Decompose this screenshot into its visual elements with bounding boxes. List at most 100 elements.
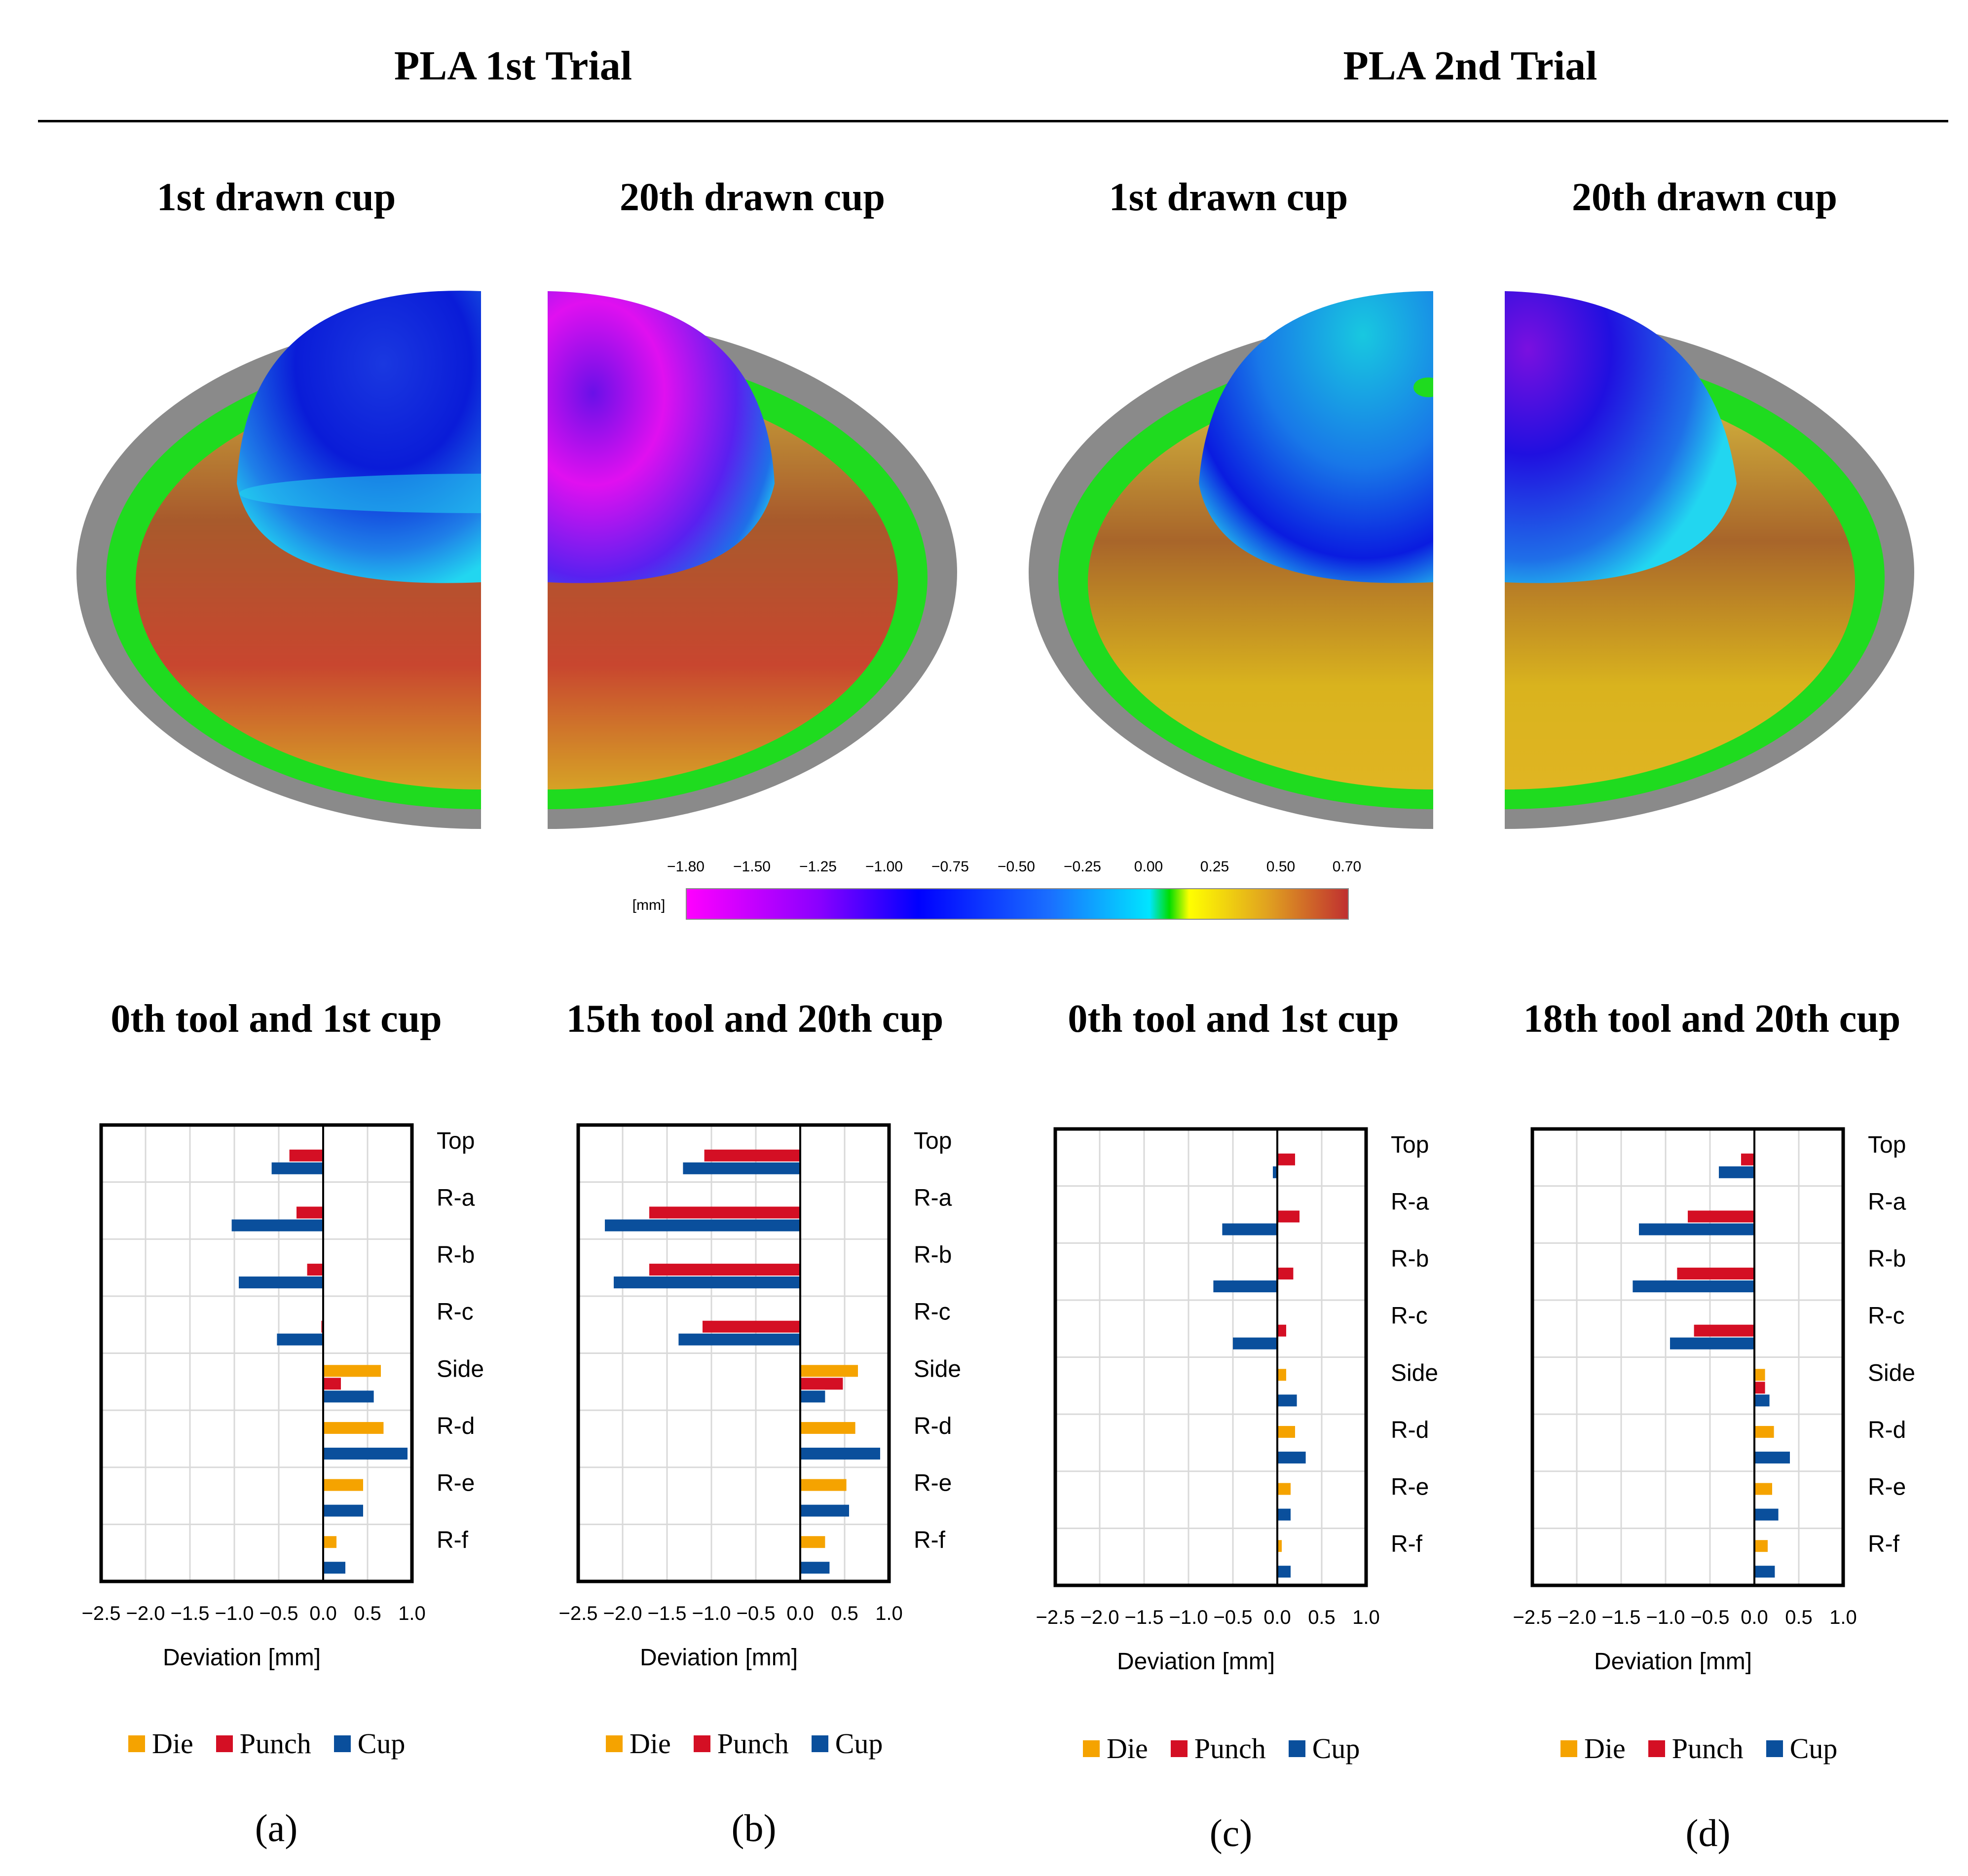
legend-punch-swatch xyxy=(216,1735,233,1752)
bar-punch-side xyxy=(1754,1382,1765,1394)
category-label: R-d xyxy=(1391,1417,1429,1443)
legend-die-label: Die xyxy=(630,1727,671,1760)
panel-label-d: (d) xyxy=(1685,1811,1731,1854)
header-divider xyxy=(38,120,1948,122)
category-label: Side xyxy=(437,1356,484,1382)
bar-cup-r-e xyxy=(323,1504,363,1517)
color-scale-tick-label: −1.00 xyxy=(865,859,903,875)
bar-cup-r-b xyxy=(239,1276,323,1289)
cup-scan-b xyxy=(548,291,957,829)
chart-c: Top R-a R-b R-c Side R-d R-e R-f −2.5 −2.0 −1.5 −1.… xyxy=(1036,1127,1438,1675)
bar-die-r-e xyxy=(800,1479,847,1491)
bar-punch-r-b xyxy=(307,1264,323,1276)
bar-cup-top xyxy=(1273,1166,1277,1178)
bar-punch-r-a xyxy=(1688,1210,1754,1223)
category-label: Side xyxy=(1868,1360,1915,1386)
cup-title-d: 20th drawn cup xyxy=(1572,176,1837,219)
x-tick-label: −0.5 xyxy=(737,1603,776,1624)
bar-cup-r-c xyxy=(277,1333,323,1346)
x-tick-label: −1.5 xyxy=(1602,1607,1641,1628)
bar-die-r-f xyxy=(1277,1540,1282,1552)
bar-cup-top xyxy=(683,1162,800,1174)
bar-punch-r-a xyxy=(297,1206,323,1219)
trial-title-1: PLA 1st Trial xyxy=(394,43,632,89)
x-tick-label: 0.0 xyxy=(309,1603,337,1624)
chart-title-a: 0th tool and 1st cup xyxy=(111,997,442,1041)
bar-cup-r-a xyxy=(605,1219,800,1232)
legend-cup-swatch xyxy=(334,1735,351,1752)
x-tick-label: −0.5 xyxy=(260,1603,298,1624)
bar-punch-r-b xyxy=(1277,1268,1294,1280)
legend-cup-swatch xyxy=(1288,1740,1305,1757)
category-label: R-d xyxy=(437,1413,475,1439)
x-tick-label: −0.5 xyxy=(1214,1607,1253,1628)
bar-punch-top xyxy=(1741,1153,1754,1165)
x-tick-label: −1.5 xyxy=(1125,1607,1164,1628)
plot-frame xyxy=(576,1123,891,1583)
bar-die-side xyxy=(1754,1369,1765,1381)
legend-a: Die Punch Cup xyxy=(128,1727,428,1760)
legend-die-label: Die xyxy=(152,1727,193,1760)
bar-die-side xyxy=(323,1365,381,1377)
plot-frame xyxy=(99,1123,414,1583)
category-label: R-c xyxy=(1391,1303,1428,1329)
color-scale-bar xyxy=(686,888,1349,920)
panel-label-c: (c) xyxy=(1209,1811,1253,1854)
cup-title-a: 1st drawn cup xyxy=(156,176,396,219)
legend-d: Die Punch Cup xyxy=(1560,1732,1860,1765)
category-label: R-c xyxy=(1868,1303,1905,1329)
legend-die-label: Die xyxy=(1584,1732,1626,1764)
bar-cup-r-b xyxy=(614,1276,800,1289)
chart-title-b: 15th tool and 20th cup xyxy=(566,997,944,1041)
category-label: R-b xyxy=(914,1242,952,1268)
bar-punch-top xyxy=(1277,1153,1295,1165)
legend-cup-label: Cup xyxy=(357,1727,406,1760)
bar-cup-r-d xyxy=(323,1447,408,1460)
x-tick-label: −1.0 xyxy=(1169,1607,1208,1628)
bar-punch-side xyxy=(800,1378,843,1390)
bar-cup-r-e xyxy=(1754,1508,1779,1521)
bar-cup-r-c xyxy=(1670,1337,1754,1350)
color-scale-unit: [mm] xyxy=(632,897,666,913)
x-tick-label: −1.5 xyxy=(171,1603,210,1624)
bar-die-side xyxy=(800,1365,858,1377)
x-tick-label: 0.5 xyxy=(354,1603,381,1624)
legend-die-swatch xyxy=(606,1735,623,1752)
x-tick-label: −2.0 xyxy=(1080,1607,1119,1628)
bar-punch-r-a xyxy=(649,1206,800,1219)
category-label: R-a xyxy=(437,1185,475,1211)
trial-title-2: PLA 2nd Trial xyxy=(1343,43,1597,89)
bar-cup-r-d xyxy=(800,1447,880,1460)
category-label: R-e xyxy=(437,1470,475,1497)
legend-punch-swatch xyxy=(1170,1740,1188,1757)
legend-punch-label: Punch xyxy=(717,1727,789,1760)
bar-die-r-d xyxy=(1754,1426,1774,1438)
bar-cup-r-f xyxy=(800,1562,830,1574)
color-scale-tick-label: −0.50 xyxy=(998,859,1035,875)
plot-frame xyxy=(1053,1127,1368,1587)
bar-punch-side xyxy=(323,1378,341,1390)
bar-die-r-e xyxy=(1277,1483,1291,1495)
bar-cup-side xyxy=(1277,1394,1297,1407)
bar-cup-side xyxy=(323,1390,374,1403)
legend-punch-label: Punch xyxy=(239,1727,311,1760)
bar-die-r-d xyxy=(1277,1426,1295,1438)
legend-cup-label: Cup xyxy=(1312,1732,1360,1764)
chart-title-d: 18th tool and 20th cup xyxy=(1523,997,1901,1041)
cup-title-c: 1st drawn cup xyxy=(1109,176,1348,219)
bar-punch-top xyxy=(704,1149,800,1162)
category-label: Top xyxy=(1391,1132,1429,1158)
chart-a: Top R-a R-b R-c Side R-d R-e R-f −2.5 −2.0 −1.5 −1.… xyxy=(82,1123,484,1671)
bar-cup-r-a xyxy=(231,1219,323,1232)
legend-c: Die Punch Cup xyxy=(1083,1732,1382,1765)
bar-cup-r-f xyxy=(323,1562,345,1574)
bar-cup-r-e xyxy=(800,1504,849,1517)
bar-cup-r-e xyxy=(1277,1508,1291,1521)
panel-label-a: (a) xyxy=(255,1806,298,1849)
x-tick-label: 0.5 xyxy=(1785,1607,1813,1628)
x-tick-label: −2.5 xyxy=(1513,1607,1552,1628)
x-tick-label: −1.0 xyxy=(1646,1607,1685,1628)
x-tick-label: −2.0 xyxy=(1558,1607,1597,1628)
x-tick-label: 0.0 xyxy=(1263,1607,1291,1628)
x-tick-label: 0.0 xyxy=(786,1603,814,1624)
